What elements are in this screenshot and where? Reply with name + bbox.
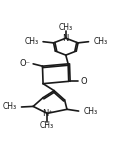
Text: CH₃: CH₃: [93, 37, 107, 46]
Text: CH₃: CH₃: [83, 107, 97, 116]
Text: O: O: [80, 77, 87, 86]
Text: N⁺: N⁺: [42, 109, 53, 118]
Text: O⁻: O⁻: [19, 59, 30, 68]
Text: CH₃: CH₃: [3, 102, 17, 112]
Text: CH₃: CH₃: [59, 23, 73, 32]
Text: CH₃: CH₃: [40, 121, 54, 130]
Text: CH₃: CH₃: [24, 37, 38, 46]
Text: N: N: [63, 34, 69, 43]
